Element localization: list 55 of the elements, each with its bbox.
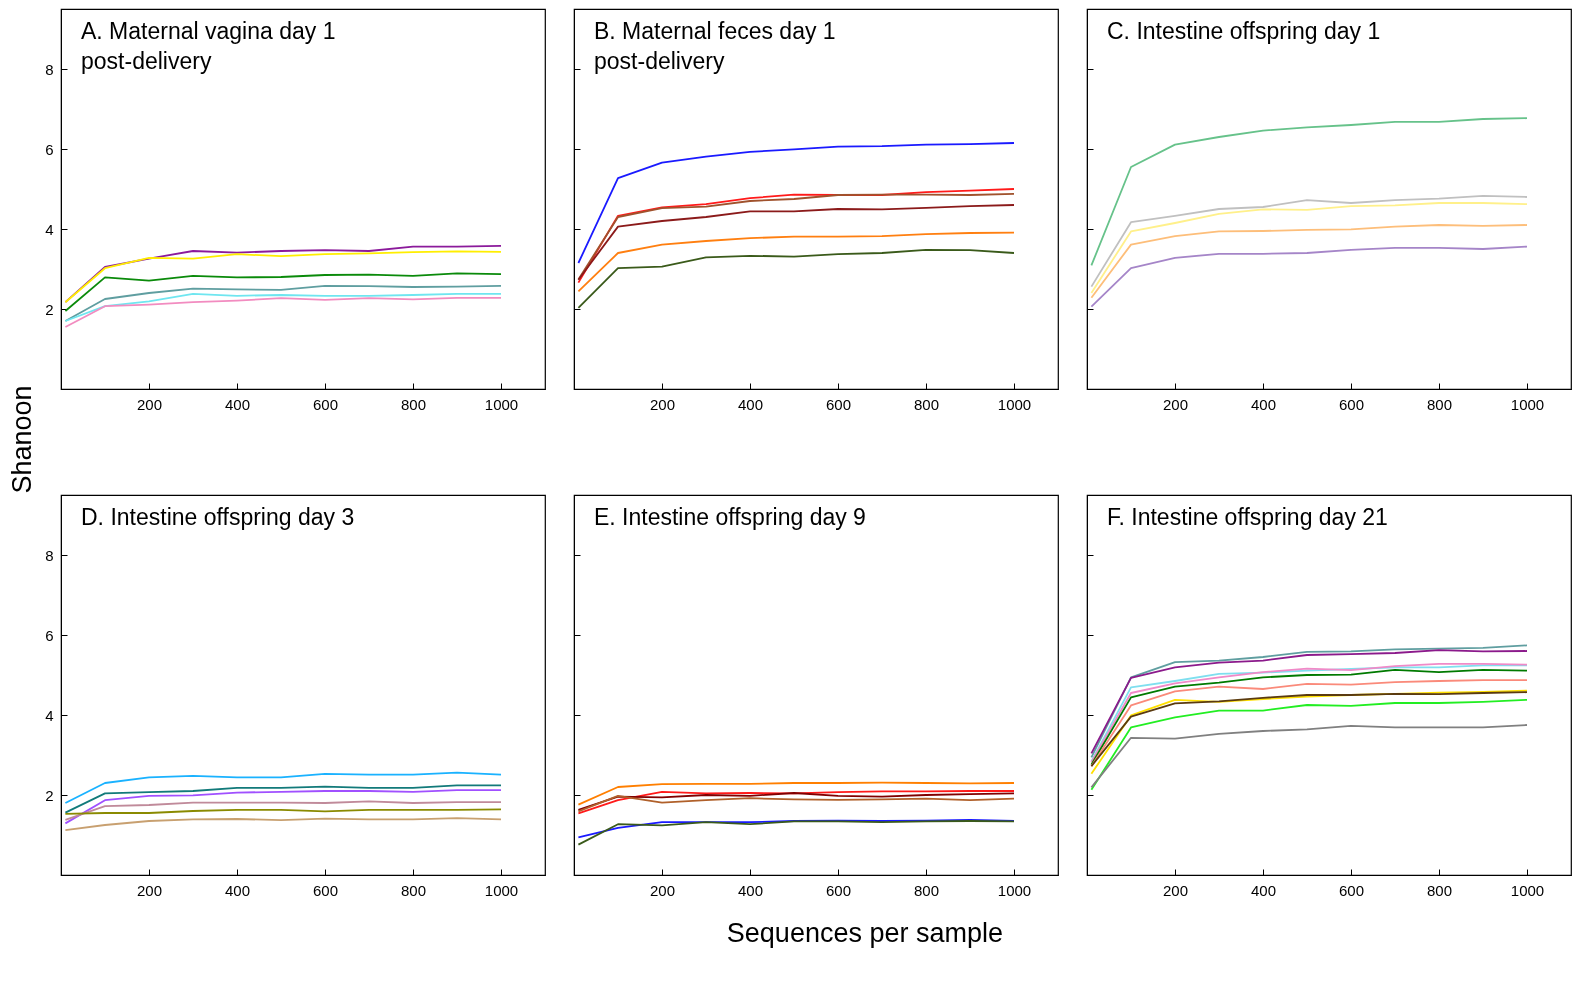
x-tick-label: 400 (1250, 881, 1277, 899)
x-tick-label: 800 (1426, 395, 1453, 413)
x-tick-label: 1000 (1510, 881, 1545, 899)
chart-title: C. Intestine offspring day 1 (1107, 18, 1381, 44)
x-tick-label: 800 (400, 881, 427, 899)
line-series (64, 771, 502, 804)
x-tick-label: 600 (312, 395, 339, 413)
x-tick-label: 1000 (997, 395, 1032, 413)
x-tick-label: 400 (737, 881, 764, 899)
line-series (64, 292, 502, 322)
x-tick-label: 400 (224, 395, 251, 413)
y-tick-label: 4 (45, 220, 54, 238)
x-tick-label: 1000 (997, 881, 1032, 899)
y-tick-label: 8 (45, 546, 54, 564)
y-axis-title: Shanoon (7, 385, 38, 494)
x-tick-label: 200 (1162, 881, 1189, 899)
line-series (64, 800, 502, 821)
x-tick-label: 400 (224, 881, 251, 899)
x-tick-label: 200 (136, 881, 163, 899)
chart-title: E. Intestine offspring day 9 (594, 504, 866, 530)
x-tick-label: 800 (400, 395, 427, 413)
x-tick-label: 1000 (1510, 395, 1545, 413)
y-tick-label: 2 (45, 786, 54, 804)
x-tick-label: 600 (1338, 881, 1365, 899)
y-tick-label: 2 (45, 300, 54, 318)
chart-title: F. Intestine offspring day 21 (1107, 504, 1388, 530)
y-tick-label: 8 (45, 60, 54, 78)
y-tick-label: 6 (45, 140, 54, 158)
x-tick-label: 600 (1338, 395, 1365, 413)
text: B. Maternal feces day 1 post-delivery (594, 18, 836, 74)
x-tick-label: 400 (737, 395, 764, 413)
y-tick-label: 6 (45, 626, 54, 644)
x-tick-label: 200 (1162, 395, 1189, 413)
x-tick-label: 400 (1250, 395, 1277, 413)
x-tick-label: 600 (825, 881, 852, 899)
x-tick-label: 200 (649, 881, 676, 899)
line-series (64, 817, 502, 832)
x-tick-label: 600 (825, 395, 852, 413)
text: A. Maternal vagina day 1 post-delivery (81, 18, 336, 74)
x-axis-title: Sequences per sample (726, 917, 1003, 948)
x-tick-label: 200 (649, 395, 676, 413)
x-tick-label: 1000 (484, 881, 519, 899)
y-tick-label: 4 (45, 706, 54, 724)
line-series (64, 784, 502, 814)
line-series (64, 789, 502, 825)
x-tick-label: 200 (136, 395, 163, 413)
line-series (64, 284, 502, 322)
x-tick-label: 600 (312, 881, 339, 899)
chart-title: D. Intestine offspring day 3 (81, 504, 355, 530)
x-tick-label: 800 (913, 881, 940, 899)
x-tick-label: 800 (1426, 881, 1453, 899)
line-series (64, 296, 502, 328)
x-tick-label: 1000 (484, 395, 519, 413)
x-tick-label: 800 (913, 395, 940, 413)
line-series (64, 272, 502, 312)
